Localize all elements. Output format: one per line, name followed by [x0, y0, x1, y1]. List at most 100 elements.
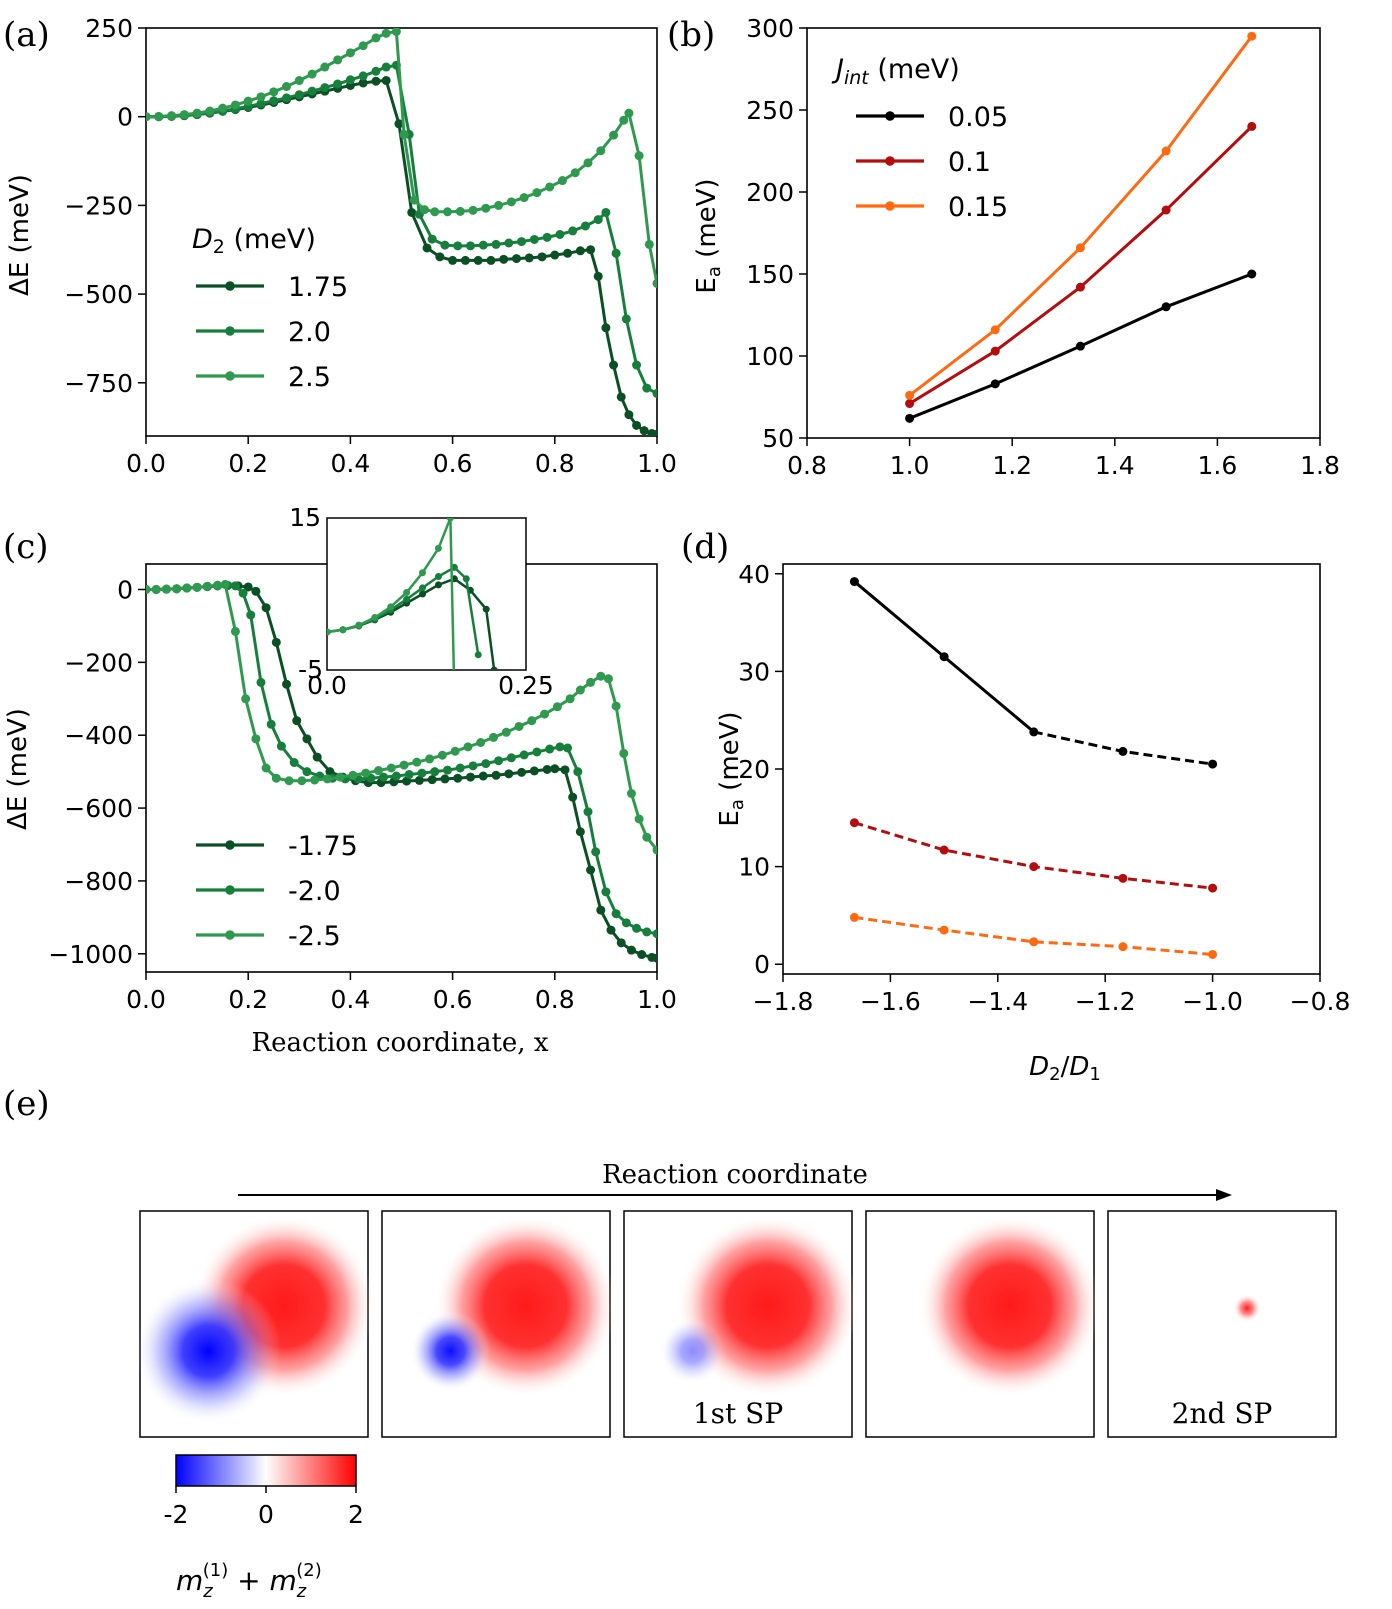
- data-point: [517, 237, 527, 247]
- e-frame-4: [865, 1210, 1101, 1438]
- d-ylabel: Ea (meV): [715, 711, 748, 826]
- data-point: [532, 188, 542, 198]
- data-point: [302, 734, 312, 744]
- data-point: [511, 254, 521, 264]
- data-point: [601, 323, 611, 333]
- d-xtick-label: −1.0: [1182, 987, 1243, 1016]
- data-point: [575, 685, 585, 695]
- a-legend-marker: [225, 281, 235, 291]
- data-point: [939, 925, 949, 935]
- data-point: [1075, 341, 1085, 351]
- data-point: [545, 744, 555, 754]
- data-point: [583, 158, 593, 168]
- colorbar-gradient: [175, 1454, 357, 1487]
- data-point: [552, 702, 562, 712]
- inset-xtick-label: 0.25: [498, 671, 554, 700]
- e-frame-1: [135, 1210, 375, 1438]
- data-point: [403, 588, 411, 596]
- colorbar-tick-label: 2: [348, 1500, 364, 1529]
- data-point: [575, 246, 585, 256]
- data-point: [586, 865, 596, 875]
- a-xtick-label: 0.8: [535, 449, 575, 478]
- data-point: [491, 770, 501, 780]
- data-point: [1118, 873, 1128, 883]
- data-point: [345, 75, 355, 85]
- blue-skyrmion: [135, 1278, 282, 1425]
- panel-label-c: (c): [3, 527, 49, 567]
- data-point: [333, 79, 343, 89]
- data-point: [437, 750, 447, 760]
- red-skyrmion: [918, 1214, 1101, 1398]
- inset-ytick-label: 15: [289, 503, 321, 532]
- b-xtick-label: 1.4: [1095, 451, 1135, 480]
- data-point: [575, 827, 585, 837]
- red-skyrmion-small: [1233, 1294, 1262, 1323]
- data-point: [213, 580, 223, 590]
- data-point: [269, 87, 279, 97]
- data-point: [358, 71, 368, 81]
- data-point: [611, 701, 621, 711]
- b-ytick-label: 100: [746, 342, 794, 371]
- a-xtick-label: 0.0: [126, 449, 166, 478]
- blue-skyrmion: [659, 1318, 726, 1384]
- panel-label-e: (e): [3, 1084, 50, 1124]
- data-point: [419, 584, 427, 592]
- e-arrow-label: Reaction coordinate: [602, 1160, 868, 1190]
- data-point: [642, 383, 652, 393]
- inset-ytick-label: -5: [298, 655, 323, 684]
- data-point: [442, 765, 452, 775]
- data-point: [468, 761, 478, 771]
- data-point: [387, 603, 395, 611]
- data-point: [1208, 883, 1218, 893]
- data-point: [430, 207, 440, 217]
- data-point: [642, 927, 652, 937]
- data-point: [399, 129, 409, 139]
- data-point: [624, 410, 634, 420]
- data-point: [652, 429, 657, 436]
- c-legend-marker: [225, 930, 235, 940]
- data-point: [1208, 949, 1218, 959]
- data-point: [634, 814, 644, 824]
- data-point: [570, 168, 580, 178]
- data-point: [282, 93, 292, 103]
- b-ytick-label: 150: [746, 260, 794, 289]
- a-legend: D2 (meV) 1.75 2.0 2.5: [192, 224, 348, 393]
- data-point: [230, 626, 240, 636]
- a-ytick-label: 0: [117, 103, 133, 132]
- data-point: [1161, 146, 1171, 156]
- a-ytick-label: −500: [64, 280, 133, 309]
- data-point: [573, 767, 583, 777]
- data-point: [256, 99, 266, 109]
- data-point: [542, 764, 552, 774]
- data-point: [506, 197, 516, 207]
- c-ytick-label: −400: [64, 721, 133, 750]
- data-point: [419, 205, 429, 215]
- data-point: [616, 392, 626, 402]
- data-point: [596, 146, 606, 156]
- data-point: [583, 807, 593, 817]
- data-point: [243, 582, 253, 592]
- b-legend-label: 0.15: [948, 192, 1008, 223]
- data-point: [481, 203, 491, 213]
- e-colorbar: -2 0 2 mz(1) + mz(2): [164, 1454, 364, 1602]
- data-point: [399, 760, 409, 770]
- data-point: [417, 768, 427, 778]
- data-point: [391, 771, 401, 781]
- b-xtick-label: 1.0: [890, 451, 930, 480]
- data-point: [542, 232, 552, 242]
- b-legend-marker: [885, 111, 895, 121]
- data-point: [1029, 937, 1039, 947]
- data-point: [256, 92, 266, 102]
- a-legend-marker: [225, 371, 235, 381]
- data-point: [517, 767, 527, 777]
- b-xtick-label: 1.8: [1300, 451, 1340, 480]
- data-point: [284, 776, 294, 786]
- b-legend-marker: [885, 156, 895, 166]
- data-point: [527, 716, 537, 726]
- data-point: [243, 96, 253, 106]
- d-ytick-label: 30: [738, 657, 770, 686]
- data-point: [601, 207, 611, 217]
- data-point: [339, 626, 347, 634]
- data-point: [462, 575, 470, 583]
- inset-xtick-label: 0.0: [307, 671, 347, 700]
